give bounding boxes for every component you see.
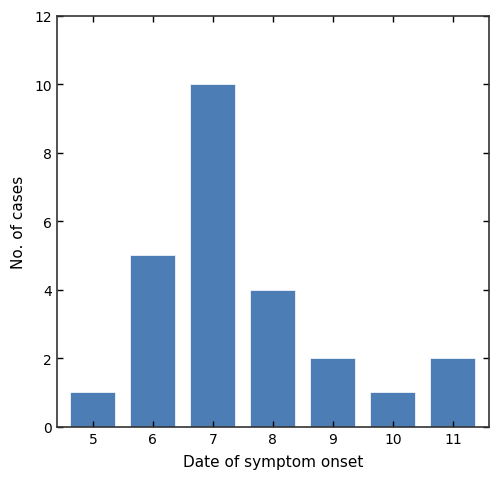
Bar [430,359,476,427]
Bar [190,85,236,427]
Bar [70,393,116,427]
Bar [250,290,296,427]
X-axis label: Date of symptom onset: Date of symptom onset [182,454,363,469]
Bar [370,393,416,427]
Bar [130,256,176,427]
Bar [310,359,356,427]
Y-axis label: No. of cases: No. of cases [11,175,26,268]
